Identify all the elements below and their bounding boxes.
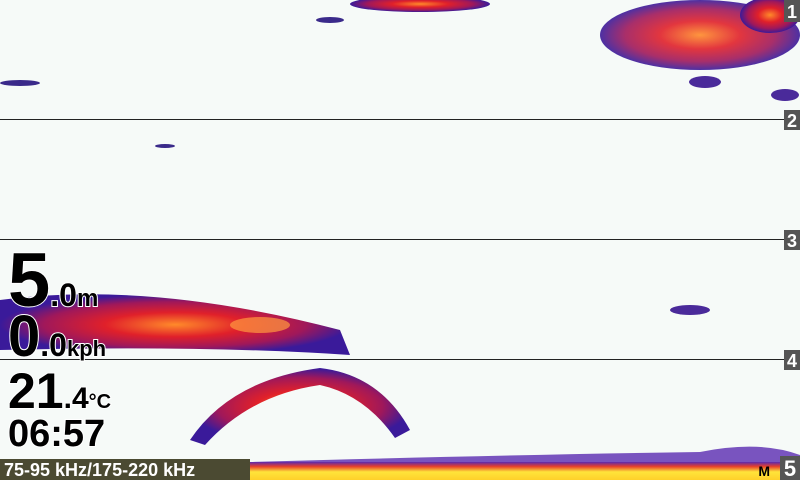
scale-label: 2 bbox=[787, 111, 797, 131]
depth-scale: 1 2 3 4 5 bbox=[780, 0, 800, 480]
readouts: 5.0m 0.0kph 21.4°C 06:57 bbox=[7, 237, 112, 456]
temperature-readout: 21.4°C bbox=[8, 363, 111, 419]
frequency: 75-95 kHz/175-220 kHz bbox=[4, 460, 195, 480]
speed-readout: 0.0kph bbox=[8, 304, 106, 369]
scale-label: 5 bbox=[784, 456, 796, 480]
speed-whole: 0 bbox=[8, 304, 40, 369]
temperature-whole: 21 bbox=[8, 363, 64, 419]
depth-unit: m bbox=[77, 285, 98, 312]
depth-decimal: .0 bbox=[50, 277, 77, 313]
scale-label: 4 bbox=[787, 351, 797, 371]
scale-label: 1 bbox=[787, 2, 797, 22]
depth-whole: 5 bbox=[8, 238, 50, 323]
depth-readout: 5.0m bbox=[8, 238, 98, 323]
frequency-box bbox=[0, 459, 250, 480]
time-readout: 06:57 bbox=[8, 413, 105, 455]
speed-unit: kph bbox=[67, 336, 106, 361]
scale-label: 3 bbox=[787, 231, 797, 251]
speed-decimal: .0 bbox=[40, 327, 67, 363]
mode: M bbox=[758, 463, 770, 479]
depth-lines bbox=[0, 119, 784, 360]
temperature-decimal: .4 bbox=[64, 382, 89, 415]
temperature-unit: °C bbox=[89, 391, 111, 413]
